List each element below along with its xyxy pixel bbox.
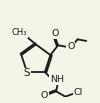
Text: S: S: [23, 68, 30, 78]
Text: Cl: Cl: [73, 88, 82, 97]
Text: O: O: [40, 91, 48, 100]
Text: O: O: [52, 29, 59, 38]
Text: O: O: [67, 42, 74, 51]
Text: NH: NH: [50, 75, 64, 84]
Text: CH₃: CH₃: [12, 28, 27, 37]
